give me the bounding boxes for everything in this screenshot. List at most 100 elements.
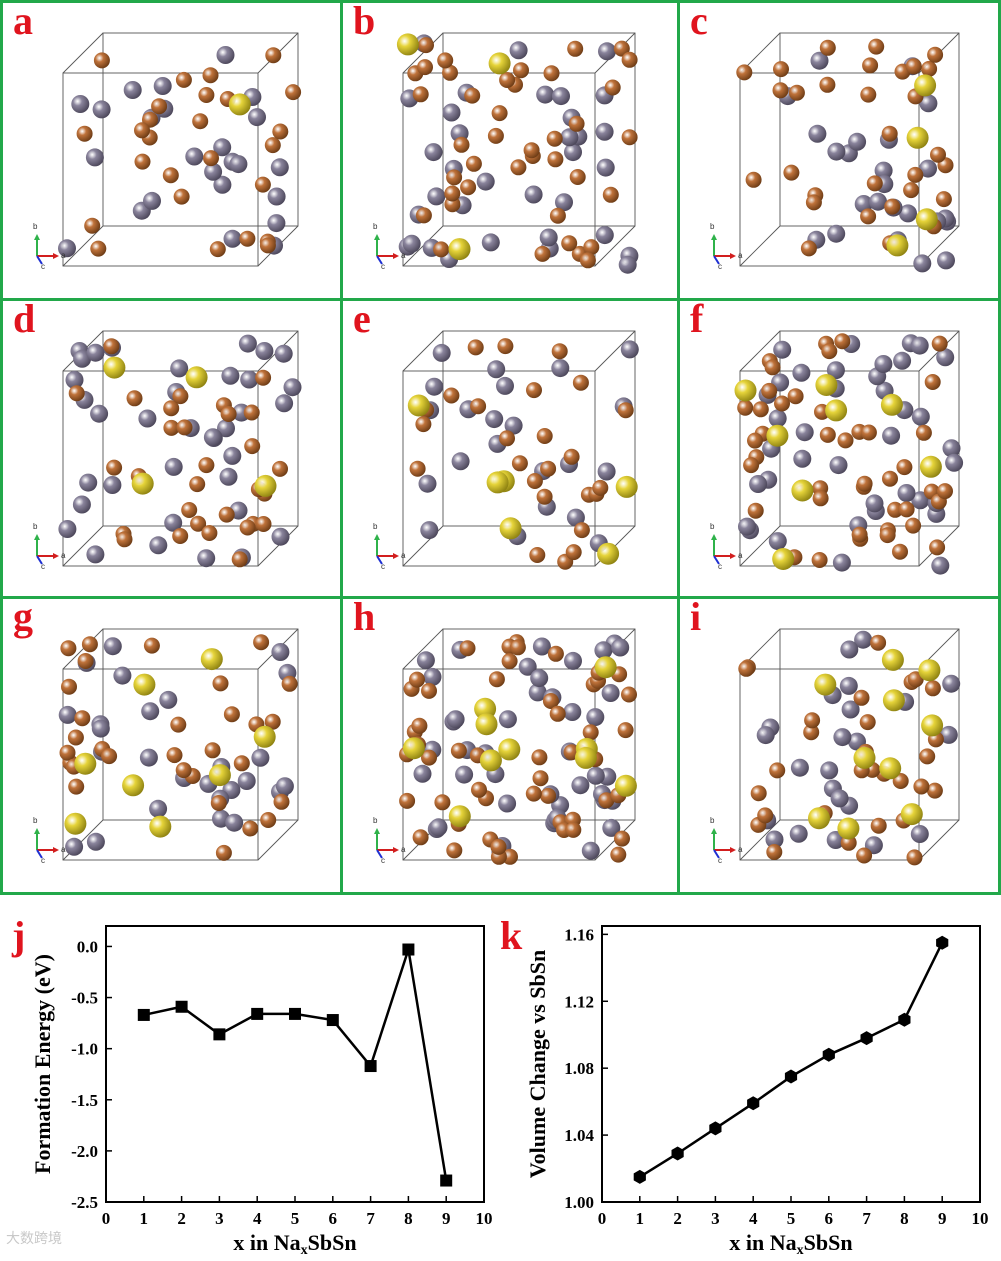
atom	[90, 240, 107, 257]
atom	[65, 370, 84, 389]
y-tick-label: 1.04	[564, 1126, 594, 1145]
atom	[442, 64, 458, 81]
atom	[243, 404, 260, 421]
atom	[915, 424, 932, 441]
atom	[421, 682, 437, 699]
atom	[750, 785, 767, 802]
atom	[273, 793, 290, 810]
atom	[131, 472, 154, 495]
atom	[412, 86, 429, 103]
atom	[498, 794, 517, 813]
atom	[614, 774, 637, 797]
atom	[471, 781, 487, 798]
atom	[451, 452, 470, 471]
atom	[595, 122, 614, 141]
atom	[574, 746, 597, 769]
atom	[58, 520, 77, 538]
charts-svg: 0 1 2 3 4 5 6 7 8 9 100.0-0.5-1.0-1.5-2.0-2.5x in …	[30, 925, 989, 1258]
atom	[586, 766, 605, 785]
atom	[208, 764, 231, 787]
atom	[887, 501, 904, 518]
atom	[613, 40, 630, 57]
axis-label-c: c	[41, 562, 45, 571]
atom	[536, 488, 553, 505]
atom	[919, 748, 936, 765]
atom	[811, 552, 828, 568]
axis-label-b: b	[33, 522, 38, 531]
atom	[899, 204, 917, 223]
atom	[281, 675, 298, 692]
atom	[113, 666, 132, 685]
atom	[239, 519, 256, 536]
atom	[203, 428, 222, 447]
axis-label-b: b	[373, 522, 378, 531]
x-tick-label: 8	[900, 1209, 909, 1228]
axis-label-a: a	[401, 845, 406, 854]
atom	[884, 198, 901, 215]
data-point	[213, 1028, 226, 1041]
atom	[549, 207, 566, 224]
atom	[76, 125, 93, 142]
atom	[446, 169, 463, 186]
atom	[534, 245, 551, 262]
data-point	[402, 943, 415, 956]
atom	[860, 424, 877, 441]
atom	[598, 792, 615, 809]
axis-label-c: c	[381, 562, 385, 571]
atom	[149, 815, 172, 838]
atom	[868, 38, 885, 55]
atom	[90, 404, 109, 423]
atom	[221, 366, 240, 385]
atom	[942, 439, 961, 458]
atom	[604, 79, 621, 96]
atom	[255, 342, 274, 360]
atom	[402, 737, 425, 760]
y-tick-label: 1.08	[564, 1059, 594, 1078]
atom	[497, 338, 514, 355]
x-tick-label: 6	[825, 1209, 834, 1228]
atom	[805, 194, 822, 211]
atom	[285, 84, 302, 101]
atom	[172, 528, 189, 544]
axis-label-b: b	[710, 816, 715, 825]
atom	[921, 714, 944, 737]
atom	[265, 47, 282, 64]
atom	[77, 653, 94, 669]
atom	[939, 725, 958, 744]
atom	[455, 765, 474, 784]
data-point	[936, 935, 949, 950]
atom	[532, 770, 549, 787]
atom	[418, 474, 437, 493]
watermark-text: 大数跨境	[6, 1231, 62, 1247]
structure-panel-f: f b a c	[677, 298, 1001, 601]
atom	[86, 545, 105, 564]
axis-label-b: b	[710, 222, 715, 231]
atom	[856, 475, 873, 492]
atom	[134, 153, 151, 170]
atom	[476, 172, 495, 191]
atom	[766, 844, 783, 860]
y-axis-title: Formation Energy (eV)	[30, 954, 55, 1174]
atom	[67, 729, 84, 746]
axis-triad	[711, 234, 736, 265]
x-tick-label: 1	[140, 1209, 149, 1228]
atom	[502, 848, 518, 865]
atom	[200, 648, 223, 671]
atom	[837, 432, 854, 449]
atom	[416, 651, 435, 670]
atom	[773, 340, 792, 359]
atom	[808, 807, 830, 830]
atom	[536, 428, 553, 444]
axis-triad	[711, 828, 736, 859]
atom	[283, 378, 302, 397]
atom	[910, 825, 929, 843]
atom	[841, 700, 860, 719]
atom	[618, 255, 637, 274]
panel-label-e: e	[353, 298, 371, 341]
atom	[499, 430, 515, 447]
axis-label-b: b	[373, 816, 378, 825]
atom	[415, 416, 432, 433]
atom	[536, 85, 555, 104]
atom	[596, 158, 615, 177]
atom	[598, 42, 616, 61]
